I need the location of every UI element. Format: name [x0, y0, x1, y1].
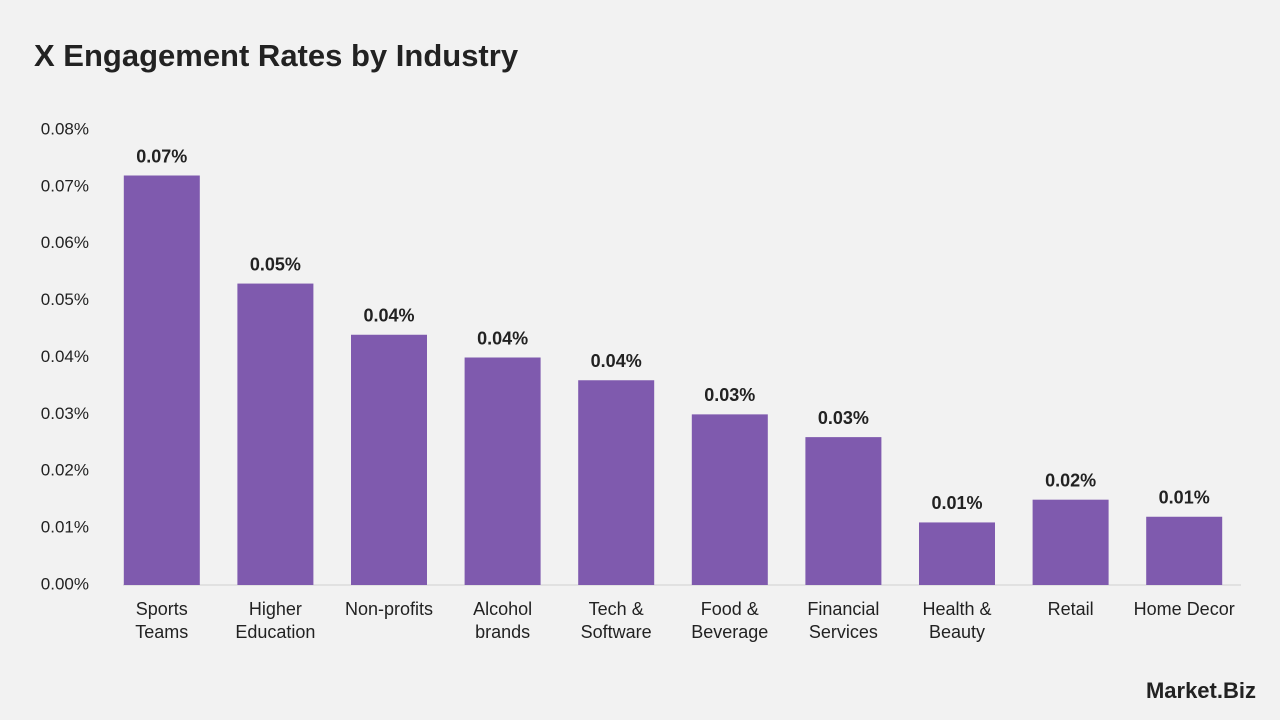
value-label: 0.01% — [931, 493, 982, 513]
x-tick-label: Financial Services — [807, 599, 880, 642]
value-label: 0.05% — [250, 254, 301, 274]
bar — [1032, 499, 1109, 585]
value-label: 0.03% — [704, 385, 755, 405]
y-tick-label: 0.05% — [41, 290, 89, 309]
y-tick-label: 0.08% — [41, 119, 89, 138]
x-tick-label: Higher Education — [235, 599, 316, 642]
y-tick-label: 0.07% — [41, 176, 89, 195]
bar — [691, 414, 768, 585]
value-label: 0.03% — [818, 408, 869, 428]
bar — [464, 357, 541, 585]
bar — [237, 283, 314, 585]
x-tick-label: Non-profits — [344, 599, 434, 619]
bar — [578, 380, 655, 585]
bar — [919, 522, 995, 585]
x-tick-label: Home Decor — [1133, 599, 1235, 619]
value-label: 0.04% — [477, 328, 528, 348]
bar — [123, 175, 200, 585]
logo: Market.Biz — [1146, 678, 1256, 703]
value-label: 0.07% — [136, 146, 187, 166]
bar — [1146, 516, 1223, 585]
x-tick-label: Retail — [1047, 599, 1094, 619]
bar — [805, 437, 882, 585]
x-tick-label: Alcohol brands — [473, 599, 533, 642]
chart-title: X Engagement Rates by Industry — [34, 38, 519, 73]
x-tick-label: Food & Beverage — [691, 599, 769, 642]
y-tick-label: 0.02% — [41, 461, 89, 480]
value-label: 0.04% — [591, 351, 642, 371]
x-tick-label: Health & Beauty — [922, 599, 992, 642]
value-label: 0.02% — [1045, 470, 1096, 490]
y-tick-label: 0.01% — [41, 518, 89, 537]
y-tick-label: 0.04% — [41, 347, 89, 366]
y-tick-label: 0.03% — [41, 404, 89, 423]
x-tick-label: Sports Teams — [135, 599, 189, 642]
value-label: 0.04% — [363, 306, 414, 326]
x-tick-label: Tech & Software — [580, 599, 652, 642]
y-tick-label: 0.00% — [41, 574, 89, 593]
value-label: 0.01% — [1159, 488, 1210, 508]
y-tick-label: 0.06% — [41, 233, 89, 252]
bar — [351, 334, 427, 585]
